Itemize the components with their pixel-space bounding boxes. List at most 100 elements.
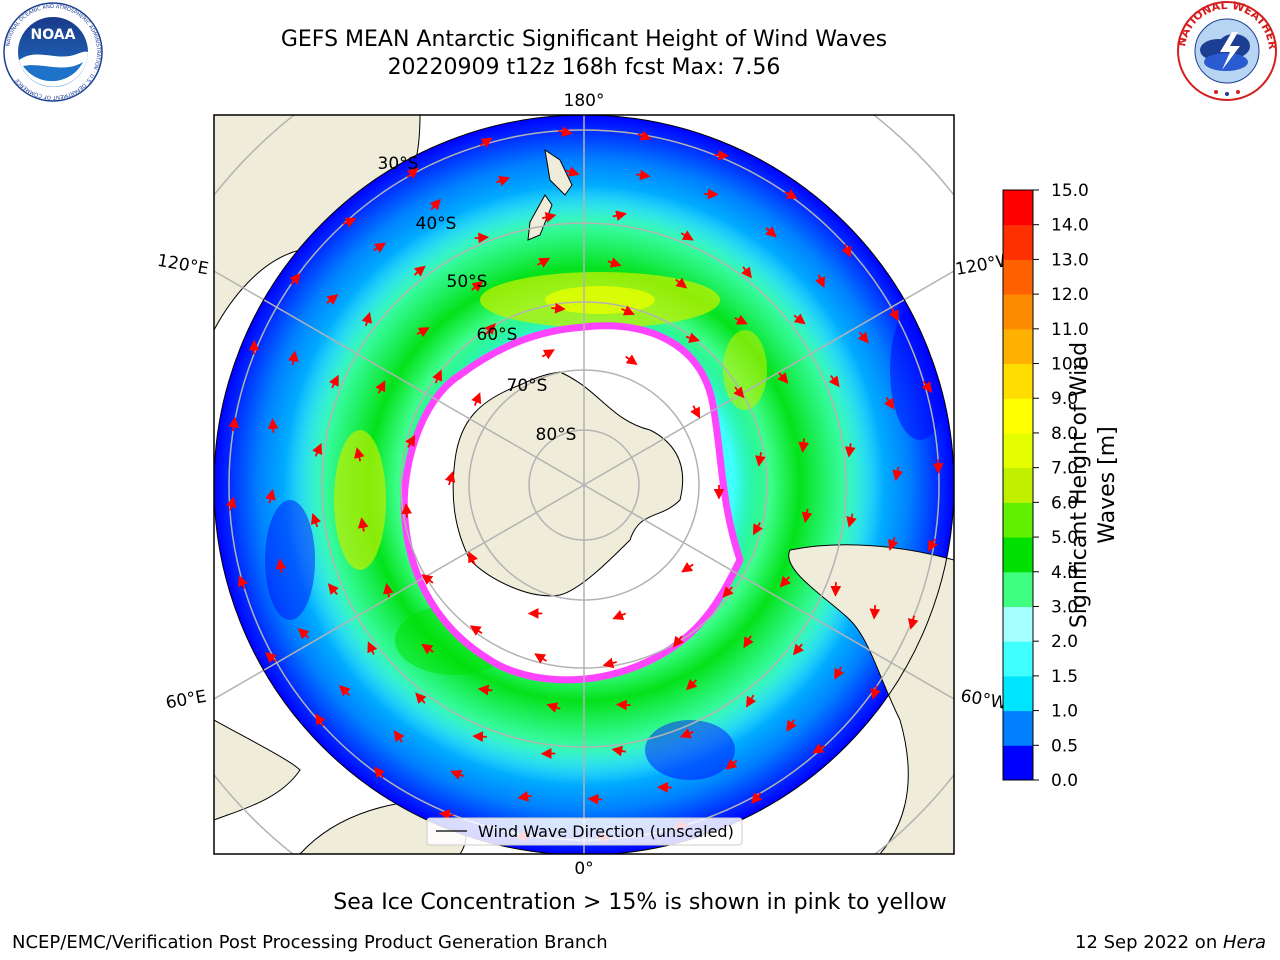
wave-direction-arrow — [834, 666, 845, 680]
colorbar-segment — [1003, 502, 1033, 538]
wave-direction-arrow — [686, 678, 698, 691]
wave-direction-arrow — [792, 643, 804, 656]
footer-date: 12 Sep 2022 on Hera — [1075, 932, 1266, 953]
colorbar-tick-label: 1.0 — [1051, 702, 1078, 722]
wave-direction-arrow — [685, 332, 701, 343]
wave-direction-arrow — [675, 277, 688, 289]
lat-label-70s: 70°S — [507, 376, 548, 396]
lon-label-60e: 60°E — [164, 687, 208, 714]
wave-direction-arrow — [846, 513, 857, 528]
wave-direction-arrow — [546, 702, 561, 713]
colorbar-segment — [1003, 606, 1033, 642]
wave-direction-arrow — [415, 692, 427, 704]
colorbar-tick-label: 6.0 — [1051, 493, 1078, 513]
wave-direction-arrow — [393, 730, 405, 743]
wind-wave-arrows — [225, 126, 944, 844]
wave-direction-arrow — [265, 488, 276, 504]
wave-direction-arrow — [612, 609, 627, 620]
lon-label-180: 180° — [564, 91, 605, 111]
wave-direction-arrow — [746, 694, 757, 708]
wave-direction-arrow — [289, 272, 301, 285]
wave-direction-arrow — [275, 558, 287, 573]
wave-direction-arrow — [558, 126, 573, 137]
colorbar-segment — [1003, 294, 1033, 330]
legend-label: Wind Wave Direction (unscaled) — [478, 822, 734, 841]
wave-direction-arrow — [551, 302, 566, 314]
wave-direction-arrow — [537, 257, 551, 268]
wave-direction-arrow — [479, 137, 493, 148]
footer-host: Hera — [1222, 932, 1266, 953]
wave-direction-arrow — [607, 257, 622, 268]
wave-direction-arrow — [517, 790, 532, 802]
wave-direction-arrow — [722, 586, 734, 598]
wave-direction-arrow — [870, 685, 881, 700]
wave-direction-arrow — [406, 167, 419, 179]
colorbar-segment — [1003, 398, 1033, 434]
colorbar-tick-label: 1.5 — [1051, 667, 1078, 687]
wave-direction-arrow — [733, 386, 745, 399]
wave-direction-arrow — [484, 323, 496, 335]
map-panel — [214, 115, 954, 854]
colorbar-title-line2: Waves [m] — [1095, 426, 1120, 544]
wave-direction-arrow — [798, 438, 810, 453]
wave-direction-arrow — [812, 743, 826, 754]
wave-direction-arrow — [265, 651, 277, 664]
wave-direction-arrow — [496, 176, 511, 187]
colorbar-tick-label: 13.0 — [1051, 250, 1089, 270]
colorbar-segment — [1003, 363, 1033, 399]
noaa-logo: NOAA NATIONAL OCEANIC AND ATMOSPHERIC AD… — [3, 2, 103, 102]
sea-ice-caption: Sea Ice Concentration > 15% is shown in … — [333, 890, 947, 915]
colorbar-segment — [1003, 467, 1033, 503]
wave-direction-arrow — [315, 713, 326, 727]
wave-direction-arrow — [450, 769, 465, 780]
wave-direction-arrow — [793, 313, 806, 325]
colorbar-tick-label: 11.0 — [1051, 320, 1089, 340]
wave-direction-arrow — [680, 230, 694, 241]
colorbar: 0.0 0.5 1.0 1.5 2.0 3.0 4.0 5.0 6.0 7.0 8.0 9.0 10.0… — [1002, 181, 1089, 791]
colorbar-tick-label: 15.0 — [1051, 181, 1089, 201]
wave-direction-arrow — [801, 508, 813, 524]
lat-label-60s: 60°S — [477, 325, 518, 345]
wave-direction-arrow — [786, 719, 797, 732]
wave-direction-arrow — [815, 274, 826, 289]
wave-direction-arrow — [474, 232, 490, 244]
wave-direction-arrow — [238, 575, 249, 590]
wave-direction-arrow — [228, 416, 240, 432]
wave-direction-arrow — [784, 189, 798, 199]
wave-direction-arrow — [587, 793, 603, 805]
wave-direction-arrow — [755, 452, 766, 467]
chart-title: GEFS MEAN Antarctic Significant Height o… — [280, 27, 888, 52]
wave-direction-arrow — [704, 188, 719, 200]
wave-direction-arrow — [468, 551, 478, 565]
lat-label-50s: 50°S — [447, 272, 488, 292]
wave-direction-arrow — [888, 536, 899, 551]
wave-direction-arrow — [357, 517, 369, 532]
colorbar-tick-label: 10.0 — [1051, 355, 1089, 375]
wave-direction-arrow — [542, 212, 557, 223]
wave-direction-arrow — [765, 226, 777, 238]
wave-direction-arrow — [288, 350, 299, 366]
colorbar-segment — [1003, 745, 1033, 781]
wave-direction-arrow — [477, 684, 493, 696]
wave-direction-arrow — [469, 625, 483, 636]
wave-direction-arrow — [907, 615, 919, 630]
wave-direction-arrow — [541, 349, 555, 360]
wave-direction-arrow — [883, 396, 895, 410]
wave-direction-arrow — [714, 149, 730, 161]
colorbar-tick-label: 0.0 — [1051, 771, 1078, 791]
wave-direction-arrow — [471, 281, 484, 292]
wave-direction-arrow — [373, 766, 385, 779]
colorbar-segment — [1003, 224, 1033, 260]
wave-direction-arrow — [565, 166, 580, 177]
wave-direction-arrow — [413, 265, 426, 277]
wave-direction-arrow — [679, 728, 694, 739]
wave-direction-arrow — [421, 574, 434, 585]
colorbar-segment — [1003, 571, 1033, 607]
wave-direction-arrow — [361, 311, 373, 327]
lon-label-60w: 60°W — [959, 686, 1009, 714]
colorbar-segment — [1003, 537, 1033, 573]
wave-direction-arrow — [354, 447, 365, 462]
wave-direction-arrow — [312, 443, 323, 457]
colorbar-segment — [1003, 710, 1033, 746]
